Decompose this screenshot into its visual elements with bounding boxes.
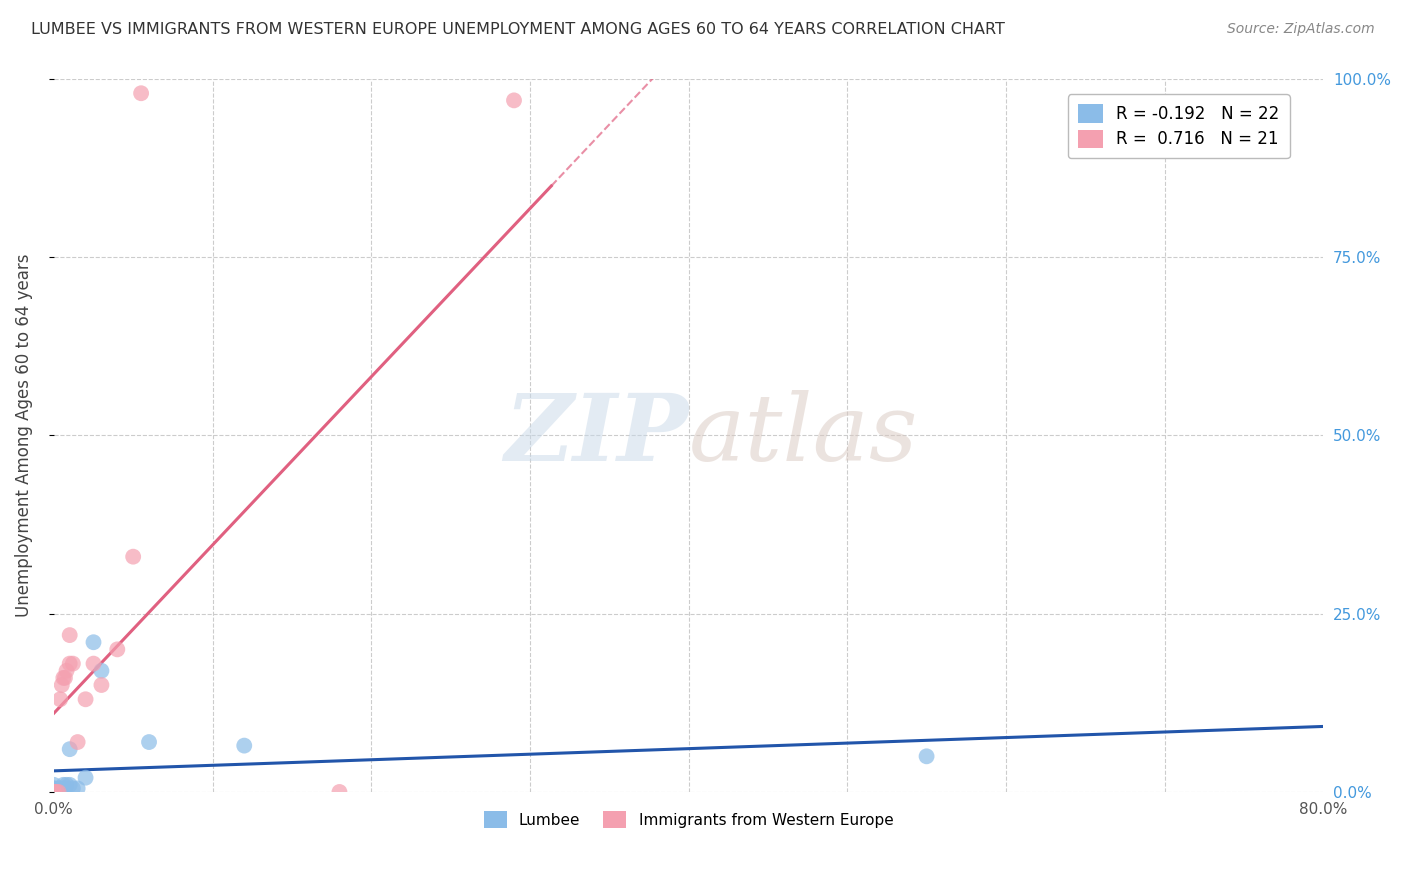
Point: [59, 742, 82, 756]
Point: [51, 781, 73, 796]
Point: [75, 692, 97, 706]
Point: [328, 785, 350, 799]
Point: [138, 735, 160, 749]
Text: Source: ZipAtlas.com: Source: ZipAtlas.com: [1227, 22, 1375, 37]
Point: [42, 785, 65, 799]
Point: [59, 628, 82, 642]
Point: [62, 781, 84, 796]
Point: [62, 657, 84, 671]
Point: [90, 664, 112, 678]
Point: [48, 781, 70, 796]
Point: [42, 785, 65, 799]
Point: [42, 781, 65, 796]
Point: [59, 657, 82, 671]
Point: [66, 735, 89, 749]
Point: [46, 785, 69, 799]
Point: [55, 778, 77, 792]
Point: [42, 785, 65, 799]
Y-axis label: Unemployment Among Ages 60 to 64 years: Unemployment Among Ages 60 to 64 years: [15, 253, 32, 617]
Point: [51, 678, 73, 692]
Point: [52, 671, 75, 685]
Point: [48, 785, 70, 799]
Point: [42, 781, 65, 796]
Point: [42, 785, 65, 799]
Point: [90, 678, 112, 692]
Point: [122, 549, 145, 564]
Point: [503, 94, 526, 108]
Point: [42, 785, 65, 799]
Legend: Lumbee, Immigrants from Western Europe: Lumbee, Immigrants from Western Europe: [478, 805, 900, 834]
Text: atlas: atlas: [689, 391, 918, 481]
Point: [46, 785, 69, 799]
Point: [66, 781, 89, 796]
Point: [53, 671, 76, 685]
Point: [75, 771, 97, 785]
Point: [83, 657, 105, 671]
Point: [55, 664, 77, 678]
Point: [42, 785, 65, 799]
Point: [915, 749, 938, 764]
Point: [53, 781, 76, 796]
Point: [52, 778, 75, 792]
Point: [233, 739, 256, 753]
Point: [129, 87, 152, 101]
Point: [59, 778, 82, 792]
Text: LUMBEE VS IMMIGRANTS FROM WESTERN EUROPE UNEMPLOYMENT AMONG AGES 60 TO 64 YEARS : LUMBEE VS IMMIGRANTS FROM WESTERN EUROPE…: [31, 22, 1005, 37]
Text: ZIP: ZIP: [505, 391, 689, 481]
Point: [49, 692, 72, 706]
Point: [42, 778, 65, 792]
Point: [83, 635, 105, 649]
Point: [42, 785, 65, 799]
Point: [105, 642, 128, 657]
